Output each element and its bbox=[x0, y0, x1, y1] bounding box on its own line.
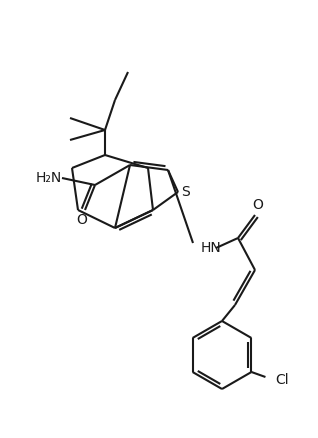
Text: O: O bbox=[77, 213, 87, 227]
Text: H₂N: H₂N bbox=[36, 171, 62, 185]
Text: HN: HN bbox=[201, 241, 222, 255]
Text: Cl: Cl bbox=[275, 373, 289, 387]
Text: S: S bbox=[181, 185, 190, 199]
Text: O: O bbox=[252, 198, 263, 212]
